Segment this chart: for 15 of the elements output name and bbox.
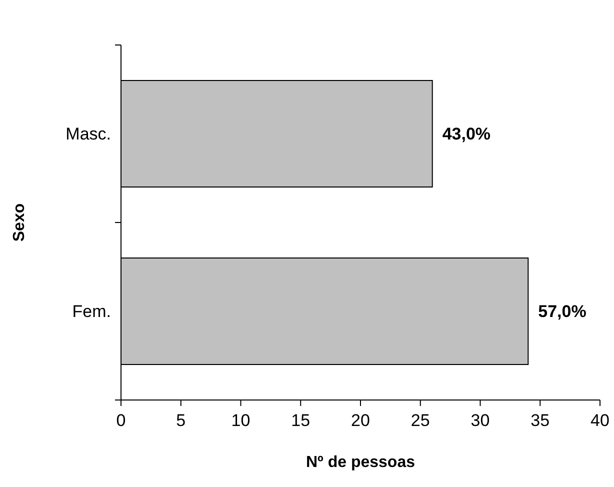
x-axis-title: Nº de pessoas: [306, 454, 416, 471]
x-tick-label: 15: [291, 411, 310, 430]
x-tick-label: 40: [590, 411, 610, 430]
x-tick-label: 0: [116, 411, 126, 430]
annotation: 57,0%: [538, 302, 586, 322]
x-tick-label: 5: [176, 411, 186, 430]
x-tick-label: 30: [470, 411, 490, 430]
y-tick-label: Fem.: [72, 302, 111, 322]
x-tick-label: 10: [231, 411, 250, 430]
x-tick-label: 25: [410, 411, 430, 430]
y-tick-label: Masc.: [66, 124, 111, 144]
annotation: 43,0%: [442, 124, 491, 144]
x-tick-label: 35: [530, 411, 550, 430]
x-tick-label: 20: [351, 411, 370, 430]
y-axis-title: Sexo: [11, 203, 28, 242]
